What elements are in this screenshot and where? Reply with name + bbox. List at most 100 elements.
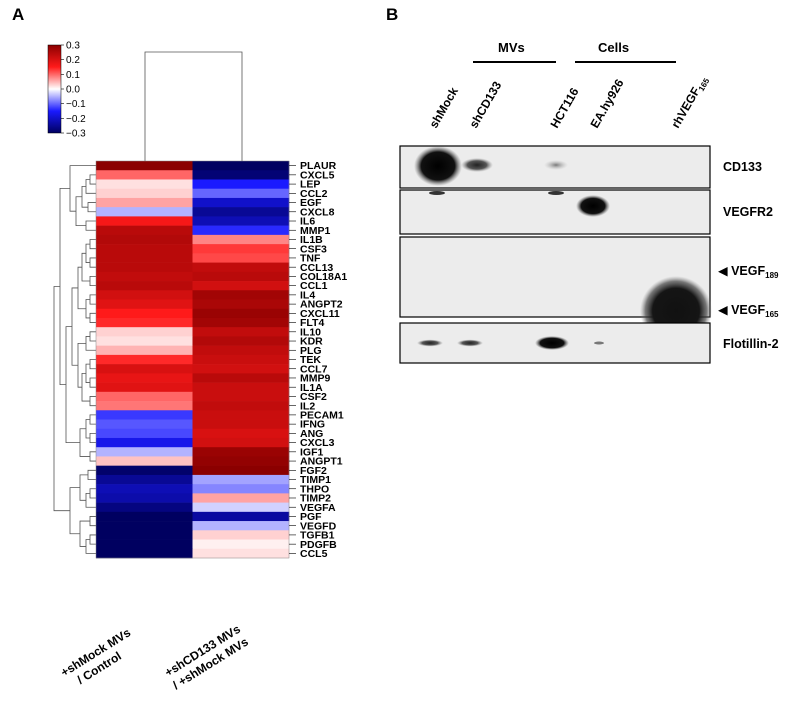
heatmap-cell-thpo-2 [192,484,290,494]
colorbar-tick-label: 0.1 [66,70,80,81]
dendrogram-branch [69,165,96,212]
dendrogram-branch [89,239,96,250]
gene-label-il2: IL2 [300,400,315,412]
gene-label-il6: IL6 [300,216,315,228]
heatmap-cell-ang-2 [192,428,290,439]
dendrogram-branch [89,359,96,370]
heatmap-cell-pecam1-2 [192,410,290,420]
gene-label-csf3: CSF3 [300,243,327,255]
heatmap-cell-tnf-1 [96,253,193,263]
colorbar-tick-label: −0.2 [66,114,86,125]
gene-label-cxcl3: CXCL3 [300,437,335,449]
column-label-1: +shMock MVs / Control [58,625,133,687]
arrow-vegf189: ◀ [718,264,731,278]
blot-label-cd133: CD133 [723,160,762,174]
heatmap-cell-il1b-1 [96,234,193,245]
lane-label-hct116: HCT116 [547,85,581,130]
heatmap-cell-il1b-2 [192,234,290,245]
heatmap-cell-vegfa-2 [192,502,290,513]
gene-label-mmp9: MMP9 [300,373,330,385]
heatmap-cell-igf1-1 [96,447,193,457]
heatmap-cell-ccl7-2 [192,364,290,374]
gene-label-flt4: FLT4 [300,317,324,329]
colorbar-tick-label: 0.0 [66,85,80,96]
gene-label-cxcl11: CXCL11 [300,308,340,320]
heatmap-cell-vegfd-1 [96,521,193,531]
gene-label-fgf2: FGF2 [300,465,327,477]
column-label-2: +shCD133 MVs / +shMock MVs [162,622,251,693]
heatmap-cell-csf3-2 [192,244,290,254]
band-flot-hct116 [535,336,569,350]
dendrogram-branch [89,396,96,407]
group-label-cells: Cells [598,40,629,55]
group-label-mvs: MVs [498,40,525,55]
heatmap-cell-csf3-1 [96,244,193,254]
heatmap-cell-cxcl8-2 [192,207,290,217]
gene-label-angpt2: ANGPT2 [300,299,343,311]
heatmap-cell-thpo-1 [96,484,193,494]
heatmap-cell-mmp9-1 [96,373,193,383]
dendrogram-branch [89,257,96,268]
heatmap-cell-ccl2-2 [192,188,290,199]
heatmap-cell-ccl13-2 [192,262,290,273]
dendrogram-branch [89,414,96,425]
column-dendrogram [144,51,243,161]
band-vegfr2-eahy926 [576,195,610,217]
gene-label-plaur: PLAUR [300,160,337,172]
dendrogram-branch [85,539,96,554]
dendrogram-branch [89,516,96,527]
dendrogram-branch [87,469,96,480]
blot-label-flotillin2: Flotillin-2 [723,337,779,351]
heatmap-cells [96,161,290,559]
heatmap-cell-igf1-2 [192,447,290,457]
gene-label-pgf: PGF [300,511,322,523]
heatmap-cell-il10-1 [96,327,193,337]
heatmap-cell-kdr-1 [96,336,193,346]
heatmap-cell-ccl1-1 [96,281,193,291]
heatmap-cell-angpt1-2 [192,456,290,466]
heatmap-cell-il6-1 [96,216,193,226]
gene-label-col18a1: COL18A1 [300,271,347,283]
gene-label-plg: PLG [300,345,322,357]
heatmap-cell-ccl7-1 [96,364,193,374]
heatmap-cell-tgfb1-1 [96,530,193,540]
blot-cd133 [399,145,711,189]
band-cd133-shmock [414,146,462,186]
heatmap-cell-il4-2 [192,290,290,300]
gene-label-il1b: IL1B [300,234,323,246]
dendrogram-branch [85,299,90,319]
dendrogram-branch [89,377,96,388]
dendrogram-branch [81,185,88,208]
dendrogram-branch [79,520,90,547]
heatmap-cell-plaur-1 [96,161,193,171]
heatmap-cell-vegfd-2 [192,521,290,531]
gene-label-kdr: KDR [300,336,323,348]
gene-label-lep: LEP [300,179,320,191]
heatmap-cell-mmp9-2 [192,373,290,383]
dendrogram-branch [79,428,90,457]
heatmap-cell-egf-2 [192,197,290,208]
colorbar-ticks: 0.3 0.2 0.1 0.0 −0.1 −0.2 −0.3 [61,41,86,140]
heatmap-cell-tek-1 [96,354,193,365]
band-flot-shmock [417,339,443,347]
heatmap-cell-lep-1 [96,179,193,189]
gene-label-mmp1: MMP1 [300,225,330,237]
blot-vegf [399,236,712,346]
dendrogram-branch [85,419,90,439]
dendrogram-branch [75,196,86,227]
heatmap-cell-plg-2 [192,345,290,356]
dendrogram-branch [69,487,80,535]
heatmap-cell-tnf-2 [192,253,290,263]
heatmap-cell-col18a1-1 [96,271,193,282]
heatmap-cell-cxcl8-1 [96,207,193,217]
lane-label-eahy926: EA.hy926 [587,76,626,130]
dendrogram-branch [89,488,96,499]
dendrogram-branch [89,534,96,545]
dendrogram-branch [89,312,96,323]
gene-label-ang: ANG [300,428,323,440]
heatmap-cell-ccl2-1 [96,188,193,199]
heatmap-cell-col18a1-2 [192,271,290,282]
dendrogram-branch [85,336,96,351]
heatmap-cell-cxcl3-2 [192,437,290,448]
